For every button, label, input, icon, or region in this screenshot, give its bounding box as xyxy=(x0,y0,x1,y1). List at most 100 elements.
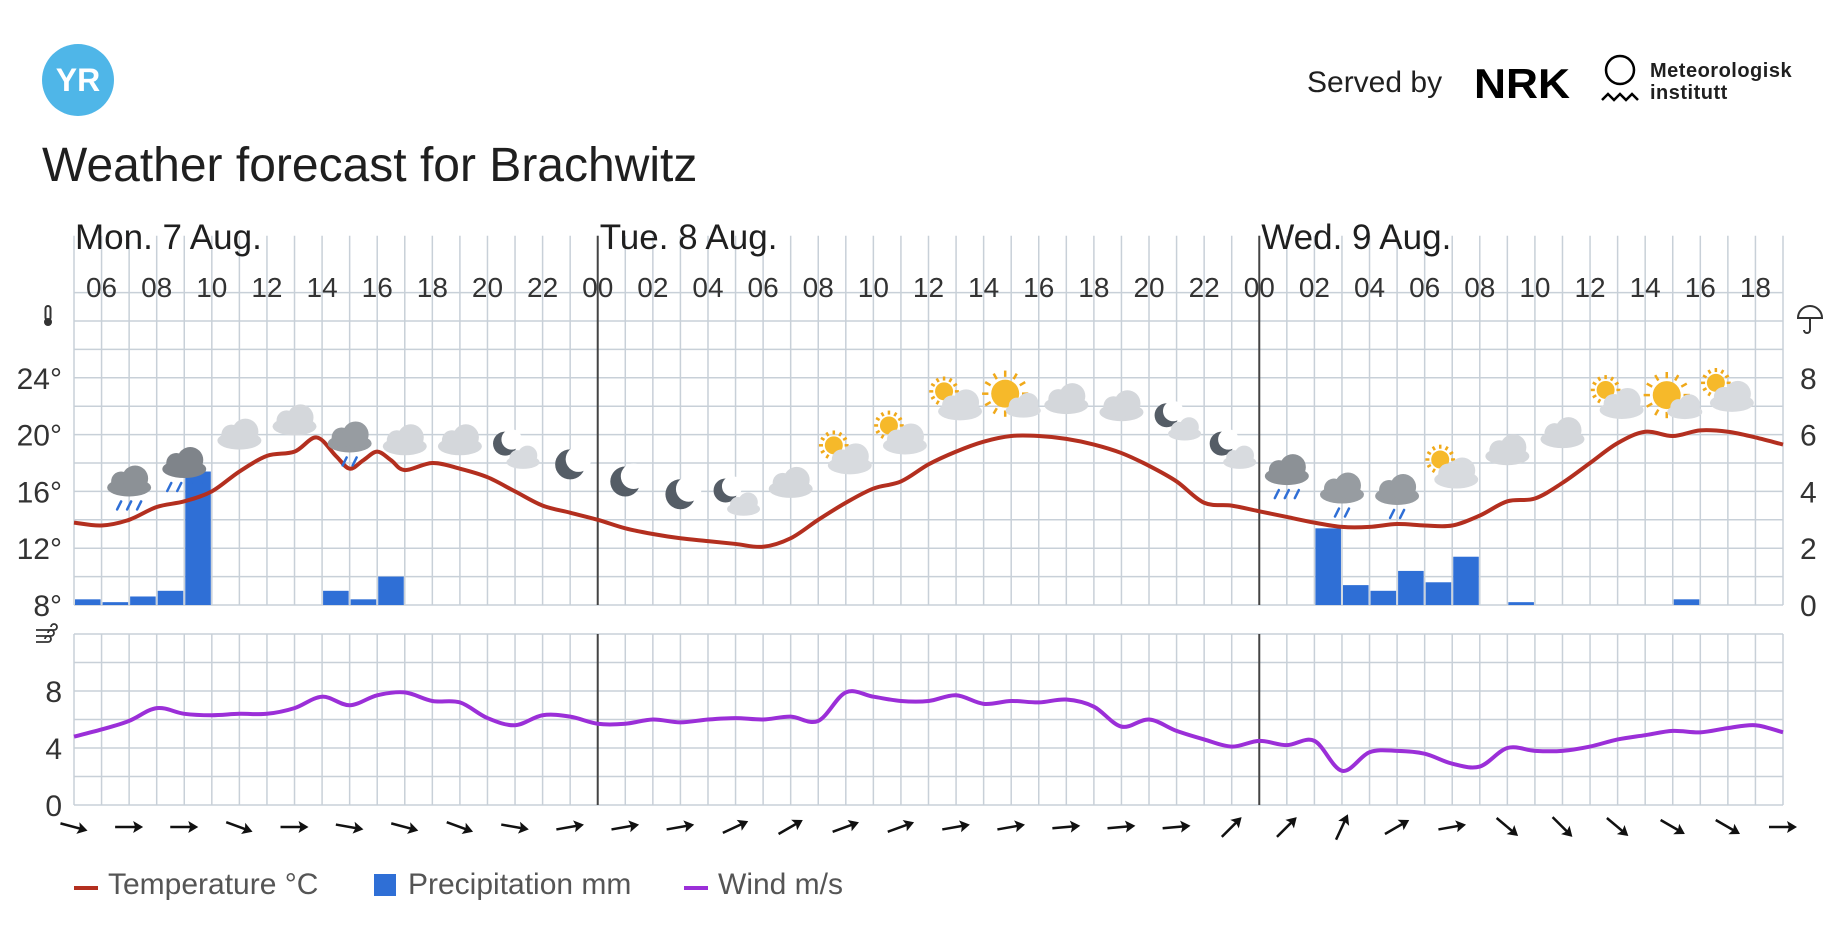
cloudy-icon xyxy=(1485,434,1530,466)
hour-tick-label: 00 xyxy=(1244,272,1275,303)
sun-ray xyxy=(1426,451,1432,456)
arrow-head xyxy=(461,822,474,835)
light-rain-icon xyxy=(1319,472,1364,518)
moon-cutout xyxy=(721,476,743,497)
hour-tick-label: 10 xyxy=(858,272,889,303)
cloud-shape xyxy=(452,424,479,451)
arrow-head xyxy=(1561,825,1573,837)
hour-tick-label: 08 xyxy=(1464,272,1495,303)
precipitation-tick-label: 2 xyxy=(1800,533,1817,566)
wind-direction-arrow xyxy=(280,821,309,833)
wind-direction-arrow xyxy=(611,820,640,833)
arrow-head xyxy=(1787,821,1797,833)
arrow-head xyxy=(1338,814,1350,826)
cloud-shape xyxy=(738,492,758,512)
hour-tick-label: 16 xyxy=(1023,272,1054,303)
wind-tick-label: 0 xyxy=(45,790,62,823)
sun-ray xyxy=(1431,446,1436,451)
wind-direction-arrow xyxy=(335,821,364,834)
arrow-head xyxy=(1124,820,1136,833)
cloud-shape xyxy=(342,421,369,448)
sun-ray xyxy=(1654,374,1660,382)
sun-ray xyxy=(1444,446,1449,451)
cloud-shape xyxy=(1234,445,1254,466)
precipitation-bar xyxy=(378,576,404,605)
sun-ray xyxy=(984,400,992,407)
cloud-shape xyxy=(1724,380,1751,407)
met-institute-name-line-1: Meteorologisk xyxy=(1650,60,1793,82)
arrow-head xyxy=(1069,820,1081,833)
nrk-logo[interactable]: NRK xyxy=(1474,62,1572,102)
cloud-shape xyxy=(1679,394,1700,416)
sun-ray xyxy=(825,431,830,437)
sun-ray xyxy=(1654,409,1660,416)
wind-direction-arrow xyxy=(1334,814,1350,841)
hour-tick-label: 20 xyxy=(1133,272,1164,303)
sun-ray xyxy=(1609,376,1615,382)
wind-stroke xyxy=(36,623,58,631)
hour-tick-label: 14 xyxy=(968,272,999,303)
sun-ray xyxy=(1448,451,1454,456)
precipitation-tick-label: 6 xyxy=(1800,420,1817,453)
rain-drop xyxy=(351,456,358,467)
sun-shape xyxy=(879,416,898,435)
hour-tick-label: 14 xyxy=(307,272,338,303)
day-label: Tue. 8 Aug. xyxy=(600,218,778,257)
wind-direction-arrow xyxy=(1715,818,1740,835)
light-rain-icon xyxy=(1375,473,1420,520)
rain-drop xyxy=(1333,507,1341,518)
rain-drop xyxy=(166,481,173,493)
partly-cloudy-day-icon xyxy=(818,430,872,475)
light-rain-icon xyxy=(327,421,372,467)
cloudy-icon xyxy=(1044,383,1089,415)
arrow-head xyxy=(791,819,803,831)
moon-cutout xyxy=(501,429,522,450)
rain-drop xyxy=(186,481,193,493)
sun-ray xyxy=(1674,374,1680,382)
partly-cloudy-night-icon xyxy=(1209,429,1257,469)
hour-tick-label: 12 xyxy=(1574,272,1605,303)
arrow-shaft xyxy=(446,821,470,832)
cloud-shape xyxy=(1500,434,1527,461)
cloud-shape xyxy=(397,424,424,451)
wind-tick-label: 4 xyxy=(45,733,62,766)
cloud-shape xyxy=(1449,457,1476,484)
rain-drop xyxy=(1283,488,1291,500)
moon-cutout xyxy=(675,476,702,502)
arrow-head xyxy=(958,820,970,833)
sun-ray xyxy=(897,416,903,422)
cloud-shape xyxy=(842,443,869,470)
nrk-logo-text: NRK xyxy=(1474,62,1570,102)
wind-direction-arrow xyxy=(1220,817,1242,838)
precipitation-bar xyxy=(75,599,101,605)
rain-drop xyxy=(1343,507,1351,518)
arrow-head xyxy=(298,821,309,833)
weather-symbols xyxy=(107,367,1754,520)
page-title: Weather forecast for Brachwitz xyxy=(42,139,698,192)
sun-shape xyxy=(935,382,954,401)
partly-cloudy-day-icon xyxy=(929,376,983,421)
sun-ray xyxy=(1680,382,1688,388)
wind-direction-arrow xyxy=(115,821,144,833)
arrow-head xyxy=(188,821,199,833)
arrow-head xyxy=(517,821,529,834)
sun-ray xyxy=(893,411,898,417)
wind-direction-arrow xyxy=(501,821,529,834)
wind-direction-arrow xyxy=(832,819,859,833)
met-institute-logo[interactable] xyxy=(1598,52,1642,110)
hour-tick-label: 18 xyxy=(417,272,448,303)
precipitation-bar xyxy=(1425,582,1452,605)
yr-logo[interactable]: YR xyxy=(42,44,114,116)
sun-ray xyxy=(930,382,936,388)
cloud-shape xyxy=(122,465,149,492)
wind-direction-arrow xyxy=(1162,820,1191,833)
sun-ray xyxy=(1702,387,1708,392)
cloudy-icon xyxy=(768,466,813,498)
precipitation-bar xyxy=(1673,599,1700,605)
sun-ray xyxy=(1724,374,1730,379)
precipitation-bar xyxy=(102,602,129,605)
temperature-tick-label: 16° xyxy=(17,476,62,509)
sunny-cloud-icon xyxy=(982,370,1041,418)
precipitation-bar xyxy=(157,590,184,605)
sun-shape xyxy=(1596,380,1615,399)
